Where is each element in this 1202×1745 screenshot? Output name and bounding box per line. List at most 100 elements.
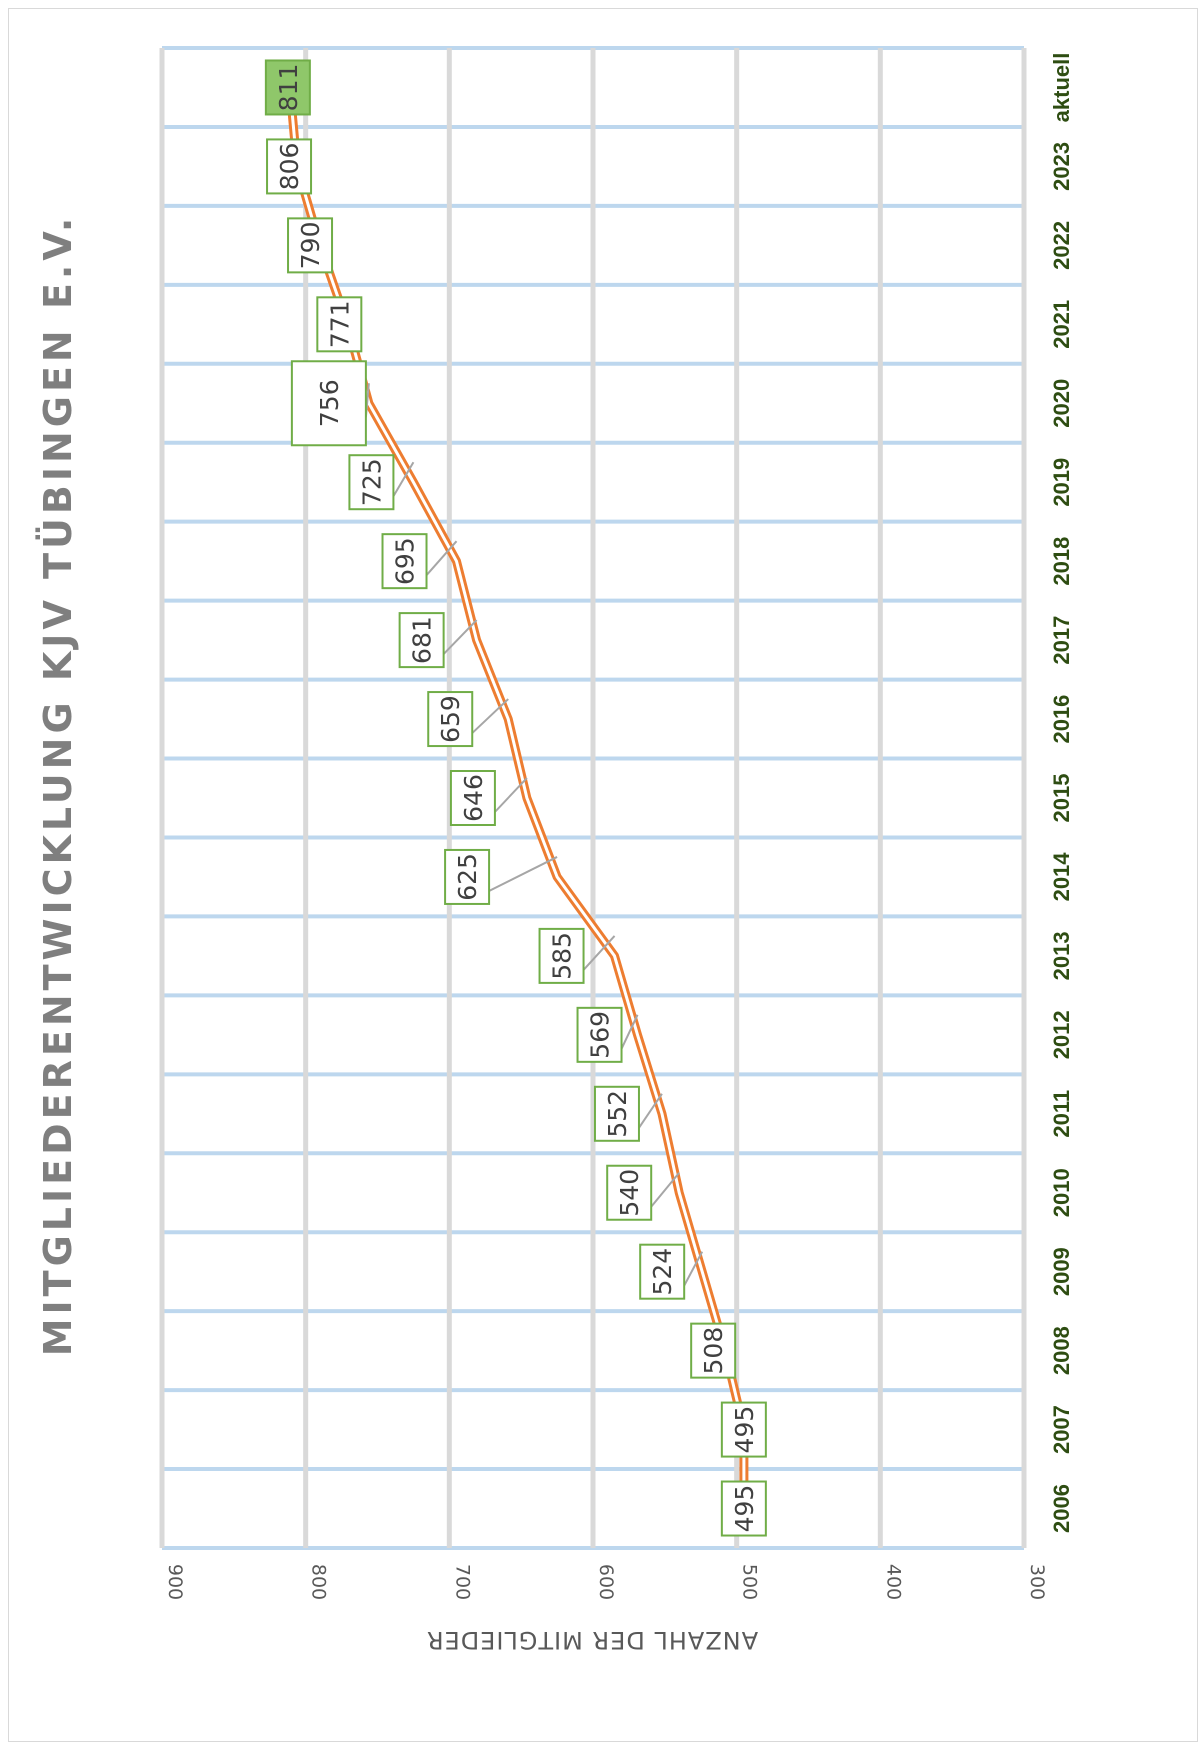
x-tick-label: 2016 bbox=[1049, 695, 1074, 744]
data-label-text: 495 bbox=[730, 1485, 759, 1533]
grid-layer bbox=[159, 46, 1027, 1550]
data-label: 540 bbox=[606, 1164, 653, 1221]
data-label: 569 bbox=[576, 1006, 623, 1063]
data-label-box bbox=[606, 1164, 653, 1221]
data-label: 659 bbox=[427, 691, 474, 748]
x-tick-label: 2017 bbox=[1049, 616, 1074, 665]
x-tick-label: 2014 bbox=[1049, 852, 1074, 902]
data-label-leader bbox=[650, 1172, 680, 1208]
data-label-text: 524 bbox=[648, 1248, 677, 1296]
data-label-leader bbox=[683, 1251, 704, 1287]
chart-title: MITGLIEDERENTWICKLUNG KJV TÜBINGEN E.V. bbox=[36, 214, 80, 1357]
data-label-leader bbox=[582, 935, 616, 971]
chart-frame bbox=[8, 8, 1198, 1742]
data-label-box bbox=[576, 1006, 623, 1063]
data-label: 790 bbox=[287, 217, 334, 274]
data-label: 695 bbox=[381, 533, 428, 590]
x-tick-label: 2019 bbox=[1049, 458, 1074, 507]
x-tick-label: 2023 bbox=[1049, 142, 1074, 191]
data-label-box bbox=[593, 1085, 640, 1142]
leader-layer bbox=[364, 383, 704, 1287]
data-label-text: 756 bbox=[315, 379, 344, 427]
data-label-box bbox=[381, 533, 428, 590]
data-label: 495 bbox=[720, 1480, 767, 1537]
data-label-text: 540 bbox=[615, 1169, 644, 1217]
data-label: 646 bbox=[449, 770, 496, 826]
data-label-leader bbox=[488, 856, 558, 892]
x-tick-label: 2021 bbox=[1049, 300, 1074, 349]
data-label: 508 bbox=[690, 1322, 737, 1379]
data-label: 625 bbox=[444, 848, 491, 905]
data-label-text: 659 bbox=[436, 695, 465, 743]
data-label-box bbox=[264, 59, 311, 116]
data-label-box bbox=[348, 454, 395, 511]
data-label-box bbox=[538, 927, 585, 984]
data-label-leader bbox=[442, 619, 478, 655]
x-tick-label: 2022 bbox=[1049, 221, 1074, 270]
data-label-text: 508 bbox=[699, 1327, 728, 1375]
data-label: 495 bbox=[720, 1401, 767, 1458]
x-tick-label: 2012 bbox=[1049, 1010, 1074, 1059]
data-label-leader bbox=[471, 698, 509, 734]
y-tick-label: 300 bbox=[1026, 1564, 1048, 1600]
y-tick-label: 600 bbox=[595, 1564, 617, 1600]
y-tick-label: 500 bbox=[739, 1564, 761, 1600]
x-tick-label: 2018 bbox=[1049, 537, 1074, 586]
x-tick-label: 2009 bbox=[1049, 1247, 1074, 1296]
y-tick-label: 700 bbox=[451, 1564, 473, 1600]
x-tick-label: 2015 bbox=[1049, 774, 1074, 823]
axis-layer: 300 400 500 600 700 800 900 2006 2007 2008 2009 201… bbox=[164, 53, 1074, 1601]
y-tick-label: 800 bbox=[308, 1564, 330, 1600]
data-label-text: 495 bbox=[730, 1406, 759, 1454]
data-label-box bbox=[287, 217, 334, 274]
y-axis-title: ANZAHL DER MITGLIEDER bbox=[426, 1626, 758, 1654]
data-label-text: 646 bbox=[459, 774, 488, 822]
data-label-box bbox=[427, 691, 474, 748]
data-label-text: 569 bbox=[586, 1011, 615, 1059]
data-label: 811 bbox=[264, 59, 311, 116]
label-layer: 495 495 508 524 540 552 569 585 625 646 659 681 695 7… bbox=[264, 59, 767, 1537]
x-tick-label: 2008 bbox=[1049, 1326, 1074, 1375]
x-tick-label: 2013 bbox=[1049, 931, 1074, 980]
data-label-leader bbox=[638, 1093, 663, 1129]
data-label-leader bbox=[425, 540, 458, 576]
data-label-box bbox=[290, 360, 367, 447]
data-label: 524 bbox=[639, 1243, 686, 1300]
data-label: 585 bbox=[538, 927, 585, 984]
data-label-text: 552 bbox=[603, 1090, 632, 1138]
data-label: 725 bbox=[348, 454, 395, 511]
data-label-text: 806 bbox=[275, 143, 304, 191]
data-label-box bbox=[266, 138, 313, 195]
data-label: 756 bbox=[290, 360, 367, 447]
x-tick-label: 2006 bbox=[1049, 1484, 1074, 1533]
data-label: 806 bbox=[266, 138, 313, 195]
x-tick-label: 2020 bbox=[1049, 379, 1074, 428]
data-label-box bbox=[444, 848, 491, 905]
data-label-leader bbox=[620, 1014, 639, 1050]
data-label-text: 725 bbox=[357, 458, 386, 506]
data-label-text: 681 bbox=[408, 616, 437, 664]
data-label-text: 771 bbox=[325, 300, 354, 348]
data-label-box bbox=[316, 296, 363, 353]
data-label-text: 811 bbox=[274, 64, 303, 112]
data-label-leader bbox=[494, 777, 528, 813]
data-label-box bbox=[720, 1401, 767, 1458]
x-tick-label: 2011 bbox=[1049, 1090, 1074, 1138]
x-tick-label: 2007 bbox=[1049, 1405, 1074, 1454]
data-label: 552 bbox=[593, 1085, 640, 1142]
data-label-box bbox=[690, 1322, 737, 1379]
data-label-text: 585 bbox=[548, 932, 577, 980]
data-label-box bbox=[639, 1243, 686, 1300]
data-label-box bbox=[720, 1480, 767, 1537]
data-label-text: 625 bbox=[453, 853, 482, 901]
data-label-box bbox=[398, 612, 445, 669]
y-tick-label: 400 bbox=[882, 1564, 904, 1600]
data-label: 681 bbox=[398, 612, 445, 669]
data-label: 771 bbox=[316, 296, 363, 353]
x-tick-label: aktuell bbox=[1049, 53, 1074, 123]
data-label-text: 790 bbox=[296, 222, 325, 270]
data-label-box bbox=[449, 770, 496, 826]
data-label-text: 695 bbox=[391, 537, 420, 585]
data-label-leader bbox=[392, 461, 415, 497]
